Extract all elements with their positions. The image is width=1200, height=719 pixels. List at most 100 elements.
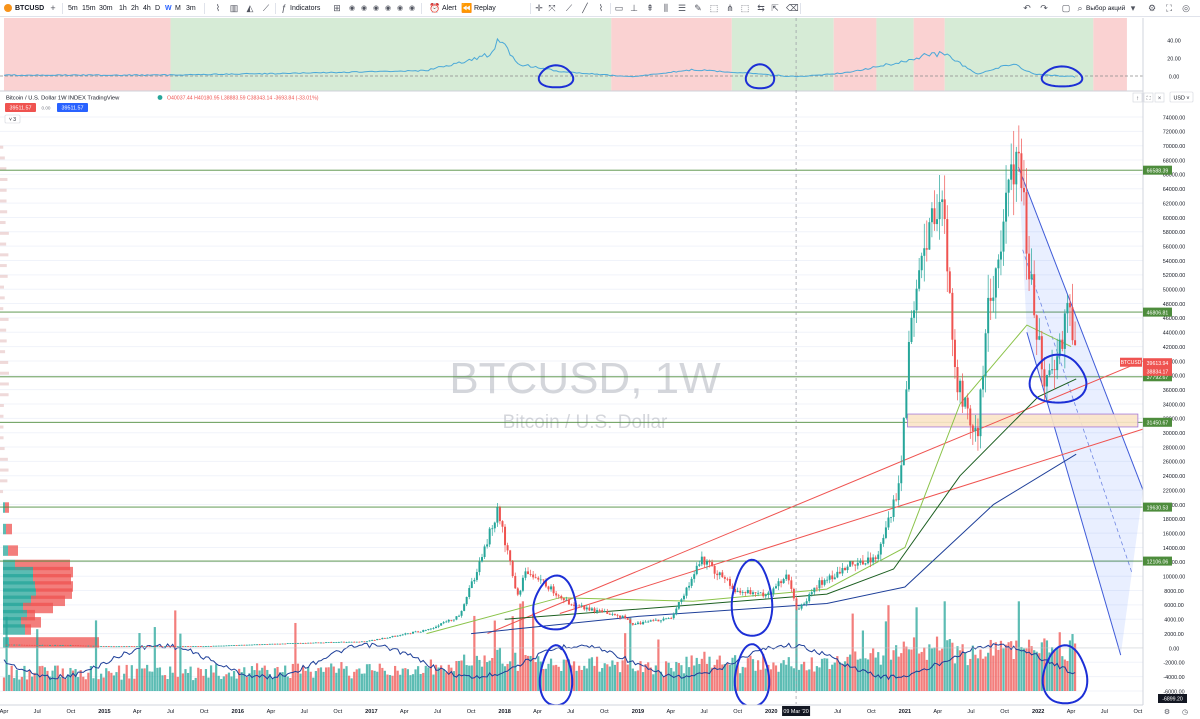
layout-icon[interactable]: ▢ (1061, 3, 1071, 13)
date-range-icon[interactable]: ⇆ (757, 3, 765, 13)
vertical-line-icon[interactable]: ⊥ (630, 3, 638, 13)
annotation-circle-top[interactable] (744, 63, 776, 90)
move-up-button[interactable] (1132, 92, 1143, 103)
hand-drawn-annotations[interactable] (532, 63, 1089, 708)
channel-median-line[interactable] (1022, 249, 1133, 573)
compare-plus-icon[interactable]: + (50, 3, 56, 13)
undo-icon[interactable]: ↶ (1023, 3, 1031, 13)
stock-selector-button[interactable]: Выбор акций (1086, 5, 1126, 12)
bars-pattern-icon[interactable]: ⫼ (663, 3, 669, 13)
alert-icon[interactable]: ⏰ (429, 3, 441, 13)
replay-icon[interactable]: ⏪ (461, 3, 473, 13)
timeframe-3m[interactable]: 3m (186, 5, 196, 12)
oscillator-bar-up (698, 663, 701, 691)
timeframe-D[interactable]: D (155, 5, 161, 12)
annotation-circle-top[interactable] (1040, 65, 1084, 88)
cursor-icon[interactable]: ⤧ (548, 3, 556, 13)
preset-icon[interactable]: ◉ (372, 5, 380, 12)
annotation-circle-top[interactable] (537, 64, 575, 89)
maximize-button[interactable] (1143, 92, 1154, 103)
timeframe-1h[interactable]: 1h (119, 5, 127, 12)
channel-upper-line[interactable] (1018, 167, 1144, 491)
eraser-icon[interactable]: ⌫ (786, 3, 799, 13)
snapshot-icon[interactable]: ◎ (1182, 3, 1190, 13)
crosshair-icon[interactable]: ✛ (535, 3, 543, 13)
buy-price-box[interactable] (57, 103, 88, 112)
profile-bar-faint (0, 242, 7, 246)
trend-line[interactable] (487, 360, 1144, 635)
indicators-icon[interactable]: ƒ (281, 3, 287, 13)
projection-icon[interactable]: ⬚ (709, 3, 719, 13)
annotation-circle-price[interactable] (1028, 353, 1088, 404)
annotation-circle-oscillator[interactable] (1041, 644, 1089, 705)
sell-price-box[interactable] (5, 103, 36, 112)
forecast-icon[interactable]: ⬚ (740, 3, 750, 13)
chart-type-icon[interactable]: ⌇ (215, 3, 221, 13)
chevron-down-icon[interactable]: ▾ (1130, 3, 1136, 13)
annotation-circle-oscillator[interactable] (733, 643, 771, 708)
channel-fill[interactable] (1018, 167, 1143, 656)
support-zone[interactable] (907, 413, 1139, 428)
templates-icon[interactable]: ⊞ (333, 3, 341, 13)
trend-lines[interactable] (487, 360, 1144, 635)
candle-body-up (695, 565, 698, 575)
x-tick-label: 2021 (899, 709, 911, 715)
support-zone-box[interactable] (907, 413, 1139, 428)
pitchfork-icon[interactable]: ⋔ (726, 3, 734, 13)
timeframe-M[interactable]: M (175, 5, 181, 12)
symbol-search-button[interactable]: BTCUSD (15, 5, 45, 12)
ray-icon[interactable]: ╱ (582, 3, 588, 13)
pane-settings-button[interactable] (1154, 92, 1165, 103)
oscillator-bar-up (874, 657, 877, 691)
area-icon[interactable]: ◭ (246, 3, 254, 13)
candle-body-down (588, 607, 591, 611)
timeframe-5m[interactable]: 5m (68, 5, 78, 12)
preset-icon[interactable]: ◉ (408, 5, 416, 12)
replay-button[interactable]: Replay (474, 5, 496, 12)
alert-button[interactable]: Alert (442, 5, 457, 12)
candle-body-up (1045, 375, 1048, 387)
bars-icon[interactable]: ▥ (229, 3, 239, 13)
profile-bar-faint (0, 285, 4, 289)
candle-body-down (529, 574, 532, 575)
fib-icon[interactable]: ☰ (677, 3, 687, 13)
stock-screener-icon[interactable]: ⌕ (1077, 3, 1083, 13)
trend-line[interactable] (559, 428, 1144, 614)
fullscreen-icon[interactable]: ⛶ (1165, 3, 1173, 13)
timeframe-2h[interactable]: 2h (131, 5, 139, 12)
currency-select[interactable] (1169, 91, 1194, 103)
oscillator-bar-down (135, 668, 139, 691)
timeframe-30m[interactable]: 30m (99, 5, 113, 12)
timeframe-4h[interactable]: 4h (143, 5, 151, 12)
timeframe-W[interactable]: W (165, 5, 172, 12)
path-icon[interactable]: ⌇ (598, 3, 604, 13)
preset-icon[interactable]: ◉ (348, 5, 356, 12)
brush-icon[interactable]: ✎ (694, 3, 702, 13)
annotation-circle-price[interactable] (730, 558, 774, 637)
arrow-icon[interactable]: ⇱ (771, 3, 779, 13)
indicators-button[interactable]: Indicators (290, 5, 321, 12)
settings-icon[interactable]: ⚙ (1147, 3, 1157, 13)
profile-bar-down (31, 595, 65, 607)
candle-body-down (578, 605, 581, 607)
indicators-toggle[interactable] (4, 114, 21, 124)
x-tick-label: Jul (967, 709, 974, 715)
oscillator-bar-up (406, 669, 409, 691)
preset-icon[interactable]: ◉ (360, 5, 368, 12)
preset-icon[interactable]: ◉ (384, 5, 392, 12)
profile-bar-faint (0, 350, 6, 354)
timeframe-15m[interactable]: 15m (82, 5, 96, 12)
channel-lower-line[interactable] (1026, 332, 1122, 656)
line-icon[interactable]: ⟋ (262, 3, 270, 13)
preset-icon[interactable]: ◉ (396, 5, 404, 12)
redo-icon[interactable]: ↷ (1040, 3, 1048, 13)
annotation-circle-oscillator[interactable] (538, 644, 574, 707)
x-tick-label: Oct (200, 709, 209, 715)
annotation-circle-price[interactable] (532, 574, 577, 631)
trend-line-icon[interactable]: ⟋ (565, 3, 573, 13)
descending-channel[interactable] (1018, 167, 1144, 656)
long-position-icon[interactable]: ⇞ (646, 3, 654, 13)
rectangle-icon[interactable]: ▭ (614, 3, 624, 13)
x-tick-label: Apr (666, 709, 675, 715)
